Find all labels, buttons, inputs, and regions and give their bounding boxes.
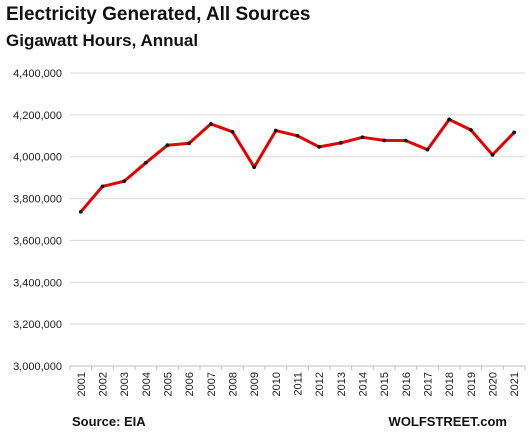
- data-point: [425, 147, 430, 152]
- brand-watermark: WOLFSTREET.com: [388, 414, 507, 429]
- y-tick-label: 3,600,000: [13, 235, 62, 247]
- data-point: [122, 179, 127, 184]
- series-line: [79, 118, 516, 214]
- x-tick-label: 2017: [423, 372, 435, 396]
- x-tick-label: 2001: [76, 372, 88, 396]
- data-point: [382, 138, 387, 143]
- data-point: [100, 184, 105, 189]
- y-tick-label: 3,400,000: [13, 277, 62, 289]
- y-tick-label: 4,200,000: [13, 110, 62, 122]
- x-tick-label: 2018: [444, 372, 456, 396]
- x-tick-label: 2009: [249, 372, 261, 396]
- data-point: [490, 152, 495, 157]
- x-tick-label: 2005: [163, 372, 175, 396]
- y-tick-label: 4,400,000: [13, 68, 62, 80]
- data-point: [512, 130, 517, 135]
- data-point: [360, 135, 365, 140]
- y-tick-label: 4,000,000: [13, 152, 62, 164]
- x-tick-label: 2019: [466, 372, 478, 396]
- x-tick-label: 2006: [184, 372, 196, 396]
- x-tick-label: 2020: [488, 372, 500, 396]
- data-point: [143, 160, 148, 165]
- data-point: [403, 138, 408, 143]
- data-point: [468, 128, 473, 132]
- axis-layer: 3,000,000 3,200,000 3,400,000 3,600,000 3,80…: [13, 68, 526, 396]
- x-tick-label: 2003: [119, 372, 131, 396]
- x-tick-label: 2014: [358, 372, 370, 396]
- data-point: [252, 165, 257, 170]
- x-tick-label: 2013: [336, 372, 348, 396]
- x-tick-label: 2004: [141, 372, 153, 396]
- grid-layer: [70, 72, 525, 367]
- data-point: [208, 121, 213, 126]
- x-tick-label: 2012: [314, 372, 326, 396]
- x-tick-label: 2002: [98, 372, 110, 396]
- chart-subtitle: Gigawatt Hours, Annual: [6, 31, 199, 50]
- x-tick-label: 2021: [509, 372, 521, 396]
- data-point: [338, 141, 343, 145]
- x-tick-label: 2015: [379, 372, 391, 396]
- data-point: [230, 129, 235, 134]
- x-tick-label: 2011: [293, 372, 305, 396]
- y-tick-label: 3,000,000: [13, 361, 62, 373]
- data-point: [273, 128, 278, 133]
- data-point: [165, 143, 170, 148]
- x-tick-label: 2008: [228, 372, 240, 396]
- data-point: [78, 209, 83, 214]
- data-point: [187, 141, 192, 146]
- chart-title: Electricity Generated, All Sources: [6, 4, 311, 25]
- data-point: [317, 144, 322, 149]
- x-tick-label: 2007: [206, 372, 218, 396]
- series-layer: [78, 117, 517, 214]
- source-note: Source: EIA: [72, 414, 146, 429]
- x-tick-label: 2010: [271, 372, 283, 396]
- data-point: [447, 117, 452, 122]
- y-tick-label: 3,800,000: [13, 194, 62, 206]
- data-point: [295, 133, 300, 138]
- x-tick-label: 2016: [401, 372, 413, 396]
- y-tick-label: 3,200,000: [13, 319, 62, 331]
